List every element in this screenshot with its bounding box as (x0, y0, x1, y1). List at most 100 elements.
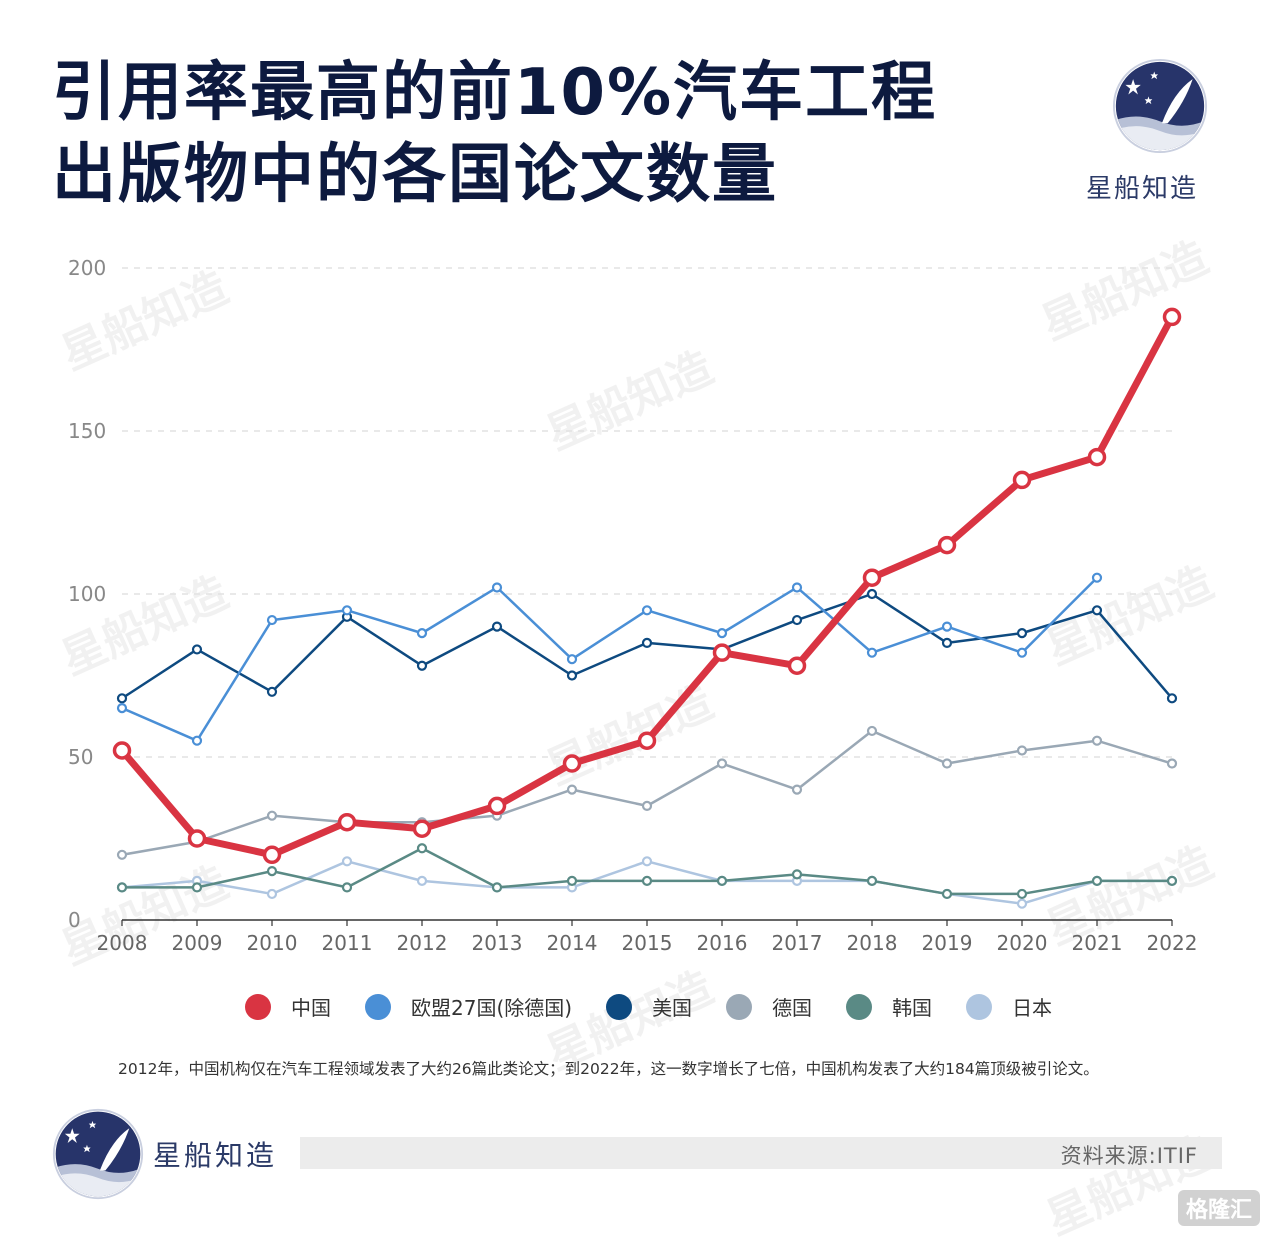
source-text: 资料来源:ITIF (1060, 1144, 1198, 1168)
data-point (337, 812, 357, 832)
data-point (266, 865, 278, 877)
data-point (1016, 888, 1028, 900)
x-tick-label: 2009 (172, 931, 223, 955)
legend-item: 韩国 (846, 992, 932, 1021)
data-point (941, 888, 953, 900)
data-point (866, 725, 878, 737)
legend-label: 欧盟27国(除德国) (411, 996, 573, 1020)
data-point (266, 686, 278, 697)
data-point (1091, 572, 1103, 583)
data-point (262, 845, 282, 865)
data-point (791, 784, 803, 795)
data-point (191, 735, 203, 746)
legend-swatch (966, 993, 993, 1020)
corner-watermark: 格隆汇 (1177, 1190, 1260, 1226)
data-point (112, 741, 132, 760)
brand-name-top: 星船知造 (1086, 174, 1199, 204)
data-point (412, 819, 432, 838)
ship-logo-icon (1112, 58, 1208, 154)
data-point (491, 882, 503, 893)
data-point (566, 784, 578, 795)
data-point (416, 660, 428, 671)
data-point (1016, 647, 1028, 658)
data-point (1166, 875, 1178, 886)
data-point (116, 849, 128, 860)
legend-swatch (606, 993, 633, 1020)
data-point (641, 605, 653, 616)
data-point (416, 843, 428, 854)
data-point (341, 856, 353, 867)
legend-swatch (365, 993, 391, 1020)
legend-item: 美国 (606, 992, 692, 1021)
data-point (941, 758, 953, 769)
data-point (641, 800, 653, 812)
data-point (116, 882, 128, 893)
data-point (862, 568, 882, 587)
chart-title: 引用率最高的前10%汽车工程 出版物中的各国论文数量 (52, 52, 937, 216)
y-tick-label: 150 (68, 419, 106, 443)
x-tick-label: 2018 (847, 931, 898, 955)
x-tick-label: 2017 (772, 931, 823, 955)
data-point (566, 670, 578, 681)
data-point (941, 621, 953, 632)
data-point (416, 628, 428, 639)
y-tick-label: 200 (68, 256, 106, 280)
data-point (562, 754, 582, 773)
ship-logo-icon (52, 1108, 144, 1200)
data-point (191, 644, 203, 655)
data-point (1016, 898, 1028, 909)
data-point (491, 582, 503, 593)
title-line-2: 出版物中的各国论文数量 (52, 138, 778, 212)
chart-legend: 中国 欧盟27国(除德国) 美国 德国 韩国 日本 (245, 992, 1086, 1021)
x-tick-label: 2011 (322, 931, 373, 955)
title-line-1: 引用率最高的前10%汽车工程 (52, 56, 938, 130)
x-tick-label: 2014 (547, 931, 598, 955)
series-line-0 (118, 313, 1176, 859)
data-point (716, 758, 728, 769)
x-tick-label: 2016 (697, 931, 748, 955)
legend-item: 欧盟27国(除德国) (365, 992, 572, 1021)
data-point (787, 656, 807, 675)
data-point (1091, 875, 1103, 886)
data-point (1016, 628, 1028, 639)
data-point (566, 654, 578, 665)
legend-label: 美国 (652, 996, 693, 1020)
data-point (566, 875, 578, 886)
y-tick-label: 0 (68, 908, 81, 932)
legend-item: 日本 (966, 992, 1052, 1021)
data-point (712, 643, 732, 662)
legend-item: 德国 (726, 992, 812, 1021)
x-tick-label: 2015 (622, 931, 673, 955)
x-tick-label: 2008 (97, 931, 148, 955)
data-point (866, 588, 878, 600)
data-point (641, 875, 653, 886)
data-point (791, 582, 803, 593)
series-line-1 (120, 576, 1099, 742)
legend-swatch (846, 993, 873, 1020)
data-point (416, 875, 428, 886)
line-chart: 0 50 100 150 200 2008 2009 2010 2011 2012 2013 2014… (68, 256, 1197, 955)
data-point (187, 829, 207, 848)
data-point (487, 796, 507, 816)
data-point (1016, 745, 1028, 756)
data-point (716, 628, 728, 639)
x-tick-label: 2010 (247, 931, 298, 955)
x-tick-label: 2012 (397, 931, 448, 955)
data-point (341, 882, 353, 893)
x-tick-label: 2019 (922, 931, 973, 955)
data-point (491, 621, 503, 632)
data-point (191, 882, 203, 893)
legend-swatch (726, 993, 753, 1020)
data-point (266, 888, 278, 900)
data-point (116, 693, 128, 704)
data-point (791, 614, 803, 626)
x-tick-label: 2013 (472, 931, 523, 955)
data-point (641, 856, 653, 867)
data-point (937, 535, 957, 555)
data-point (941, 637, 953, 648)
footer-bar (300, 1137, 1222, 1169)
x-tick-label: 2021 (1072, 931, 1123, 955)
y-tick-label: 100 (68, 582, 106, 606)
data-point (116, 703, 128, 714)
data-point (266, 810, 278, 821)
